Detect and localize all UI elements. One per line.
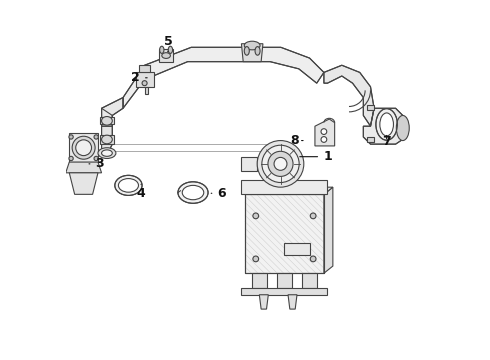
- Polygon shape: [242, 44, 263, 62]
- Polygon shape: [145, 87, 148, 94]
- Ellipse shape: [178, 182, 208, 203]
- Polygon shape: [66, 162, 101, 173]
- Ellipse shape: [257, 140, 304, 187]
- Ellipse shape: [142, 81, 147, 86]
- Polygon shape: [123, 47, 324, 108]
- Ellipse shape: [182, 185, 204, 200]
- Text: 4: 4: [137, 184, 146, 200]
- Ellipse shape: [69, 156, 73, 161]
- Ellipse shape: [101, 117, 112, 125]
- Text: 2: 2: [131, 71, 147, 84]
- Polygon shape: [288, 295, 297, 309]
- Polygon shape: [324, 187, 333, 273]
- Ellipse shape: [310, 256, 316, 262]
- Ellipse shape: [94, 135, 98, 139]
- Polygon shape: [315, 119, 335, 146]
- Text: 7: 7: [382, 135, 391, 148]
- Ellipse shape: [253, 213, 259, 219]
- Text: 5: 5: [164, 35, 172, 52]
- Polygon shape: [242, 157, 257, 171]
- Ellipse shape: [380, 113, 393, 136]
- Bar: [245, 194, 324, 273]
- Ellipse shape: [321, 136, 327, 142]
- Ellipse shape: [396, 116, 409, 140]
- Ellipse shape: [94, 156, 98, 161]
- Text: 1: 1: [300, 150, 332, 163]
- Bar: [245, 194, 324, 273]
- Ellipse shape: [119, 179, 139, 192]
- Text: 3: 3: [89, 157, 104, 170]
- Ellipse shape: [245, 41, 260, 50]
- Polygon shape: [69, 173, 98, 194]
- Ellipse shape: [253, 256, 259, 262]
- Ellipse shape: [115, 175, 142, 195]
- Ellipse shape: [98, 148, 116, 158]
- Polygon shape: [302, 273, 317, 288]
- Polygon shape: [242, 288, 327, 295]
- Text: 6: 6: [211, 187, 226, 200]
- Ellipse shape: [168, 46, 172, 53]
- Polygon shape: [136, 72, 153, 87]
- Polygon shape: [159, 49, 173, 62]
- Ellipse shape: [321, 129, 327, 134]
- Ellipse shape: [76, 140, 92, 156]
- Polygon shape: [364, 108, 406, 144]
- Ellipse shape: [262, 145, 299, 183]
- Ellipse shape: [69, 135, 73, 139]
- Ellipse shape: [72, 136, 95, 159]
- Ellipse shape: [376, 109, 397, 140]
- Polygon shape: [259, 295, 269, 309]
- Polygon shape: [100, 117, 114, 125]
- Text: 8: 8: [290, 134, 303, 147]
- Polygon shape: [252, 273, 267, 288]
- Ellipse shape: [310, 213, 316, 219]
- Polygon shape: [69, 134, 98, 162]
- Polygon shape: [100, 135, 114, 144]
- Bar: [285, 243, 310, 255]
- Ellipse shape: [268, 151, 293, 176]
- Ellipse shape: [160, 46, 164, 53]
- Polygon shape: [101, 108, 112, 151]
- Ellipse shape: [162, 53, 171, 58]
- Polygon shape: [139, 65, 150, 72]
- Polygon shape: [324, 65, 374, 126]
- Ellipse shape: [101, 135, 112, 144]
- Polygon shape: [367, 137, 374, 142]
- Polygon shape: [242, 180, 327, 194]
- Polygon shape: [245, 187, 333, 194]
- Polygon shape: [367, 105, 374, 110]
- Ellipse shape: [255, 46, 260, 55]
- Polygon shape: [277, 273, 292, 288]
- Polygon shape: [101, 98, 123, 126]
- Ellipse shape: [245, 46, 249, 55]
- Ellipse shape: [274, 157, 287, 170]
- Ellipse shape: [101, 150, 112, 156]
